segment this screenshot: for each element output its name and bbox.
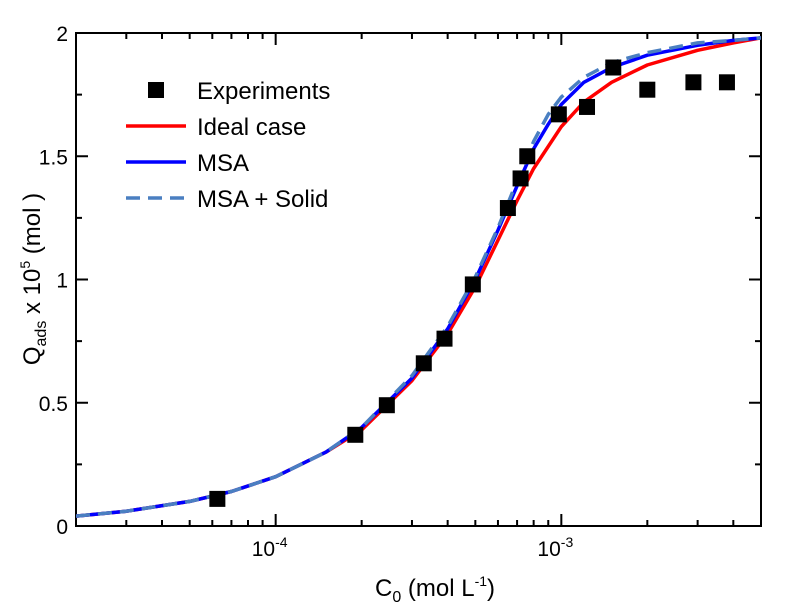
data-point-experiments <box>499 200 516 217</box>
data-point-experiments <box>718 74 735 91</box>
data-point-experiments <box>579 98 596 115</box>
legend-label-msa: MSA <box>197 150 249 177</box>
data-point-experiments <box>512 170 529 187</box>
data-point-experiments <box>685 74 702 91</box>
series-line-msa-solid <box>76 36 761 518</box>
x-axis-title-sup: -1 <box>475 573 488 589</box>
y-tick-label: 0 <box>56 516 68 539</box>
y-axis-title: Qads x 105 (mol ) <box>17 193 50 365</box>
data-point-experiments <box>378 397 395 414</box>
y-tick-label: 1 <box>56 270 68 293</box>
legend-label-ideal-case: Ideal case <box>197 114 306 141</box>
data-point-experiments <box>436 330 453 347</box>
legend-marker-experiments <box>148 82 164 98</box>
y-tick-label: 0.5 <box>39 393 68 416</box>
series-line-msa <box>76 36 761 518</box>
axis-ticks: 0 0.5 1 1.5 2 10-4 10-3 <box>39 23 761 561</box>
y-tick-label: 1.5 <box>39 146 68 169</box>
y-axis-title-base: Q <box>19 346 46 365</box>
series-group <box>76 36 761 518</box>
data-point-experiments <box>550 106 567 123</box>
y-tick-label: 2 <box>56 23 68 46</box>
data-point-experiments <box>415 355 432 372</box>
legend: Experiments Ideal case MSA MSA + Solid <box>126 78 330 213</box>
plot-frame <box>75 32 762 527</box>
plot-area <box>76 36 761 518</box>
legend-label-msa-solid: MSA + Solid <box>197 186 328 213</box>
data-point-experiments <box>519 148 536 165</box>
x-axis-title: C0 (mol L-1) <box>375 573 495 606</box>
data-point-experiments <box>605 59 622 76</box>
x-axis-title-tail: ) <box>487 575 495 602</box>
x-tick-label: 10-3 <box>537 534 573 561</box>
data-point-experiments <box>464 276 481 293</box>
data-point-experiments <box>639 81 656 98</box>
series-line-ideal-case <box>76 36 761 518</box>
y-axis-title-tail: (mol ) <box>19 193 46 261</box>
y-axis-title-mid: x 10 <box>19 269 46 321</box>
x-axis-title-sub: 0 <box>392 589 401 606</box>
y-axis-title-sup: 5 <box>17 261 33 269</box>
x-axis-title-main: (mol L <box>401 575 474 602</box>
x-axis-title-base: C <box>375 575 392 602</box>
data-point-experiments <box>347 426 364 443</box>
legend-label-experiments: Experiments <box>197 78 330 105</box>
x-tick-label: 10-4 <box>252 534 288 561</box>
y-axis-title-sub: ads <box>33 321 50 347</box>
data-point-experiments <box>209 490 226 507</box>
